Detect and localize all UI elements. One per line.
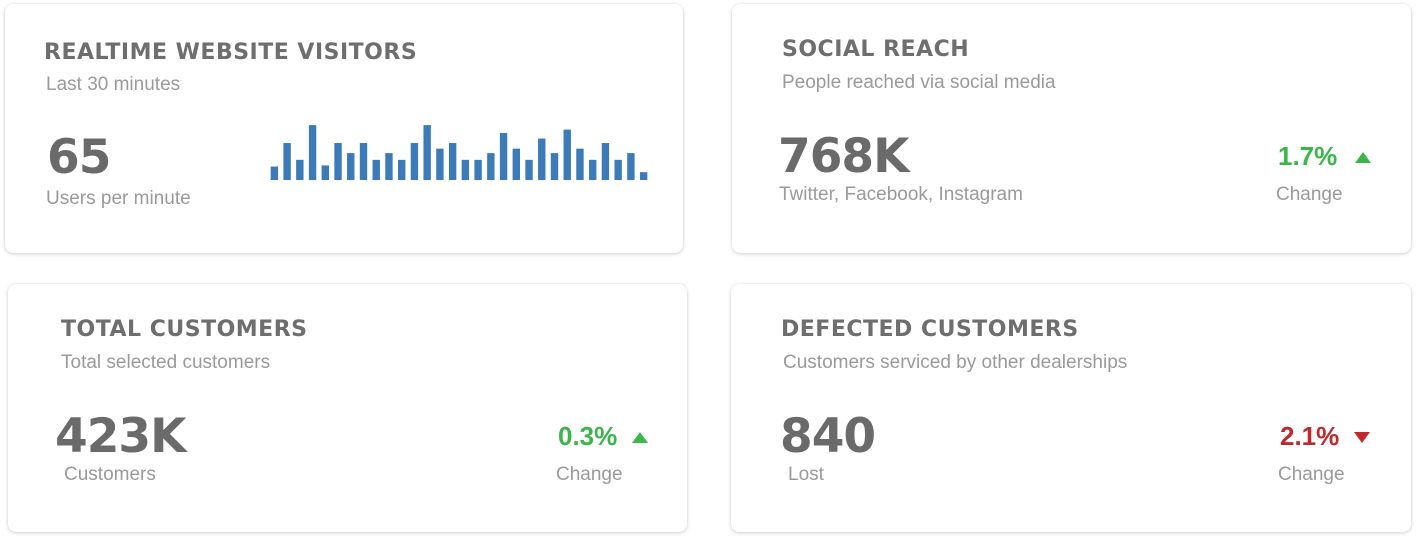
change-label: Change — [556, 464, 623, 485]
sparkline-bar — [474, 159, 482, 180]
sparkline-bar — [436, 148, 444, 180]
change-percent: 0.3% — [558, 421, 618, 451]
sparkline-bar — [550, 153, 559, 180]
change-percent: 2.1% — [1280, 421, 1340, 451]
card-title: TOTAL CUSTOMERS — [61, 317, 308, 342]
visitors-sparkline-chart — [270, 125, 648, 180]
total-value: 423K — [55, 409, 187, 464]
sparkline-bar — [398, 159, 406, 180]
sparkline-bar — [359, 143, 368, 180]
defected-customers-card: DEFECTED CUSTOMERS Customers serviced by… — [731, 284, 1411, 532]
sparkline-bar — [334, 143, 342, 180]
sparkline-bar — [296, 159, 304, 180]
defected-value: 840 — [780, 409, 876, 464]
card-subtitle: Customers serviced by other dealerships — [783, 352, 1128, 373]
sparkline-bar — [410, 143, 419, 180]
sparkline-bar — [385, 153, 393, 180]
sparkline-bar — [461, 159, 470, 180]
sparkline-bar — [448, 143, 457, 180]
sparkline-bar — [601, 143, 610, 180]
sparkline-bar — [614, 159, 622, 180]
card-title: SOCIAL REACH — [782, 37, 970, 62]
sparkline-bar — [423, 125, 431, 180]
defected-caption: Lost — [788, 464, 824, 485]
sparkline-bar — [487, 153, 495, 180]
card-title: DEFECTED CUSTOMERS — [781, 317, 1079, 342]
sparkline-bar — [525, 159, 533, 180]
arrow-up-icon — [632, 432, 648, 443]
sparkline-bar — [627, 153, 635, 180]
visitors-caption: Users per minute — [46, 188, 191, 209]
social-caption: Twitter, Facebook, Instagram — [779, 184, 1023, 205]
sparkline-bar — [270, 166, 279, 180]
card-subtitle: Last 30 minutes — [46, 74, 181, 95]
change-percent: 1.7% — [1278, 141, 1338, 171]
change-label: Change — [1276, 184, 1343, 205]
social-reach-card: SOCIAL REACH People reached via social m… — [732, 4, 1411, 253]
sparkline-bar — [372, 159, 380, 180]
sparkline-bar — [589, 159, 597, 180]
card-subtitle: People reached via social media — [782, 72, 1056, 93]
sparkline-bar — [512, 148, 520, 180]
card-subtitle: Total selected customers — [61, 352, 271, 373]
arrow-down-icon — [1354, 432, 1370, 443]
sparkline-bar — [308, 125, 317, 180]
sparkline-bar — [321, 165, 329, 180]
sparkline-bar — [639, 172, 648, 180]
total-customers-card: TOTAL CUSTOMERS Total selected customers… — [8, 284, 687, 532]
arrow-up-icon — [1355, 152, 1371, 163]
sparkline-bar — [347, 153, 355, 180]
sparkline-bar — [576, 148, 584, 180]
visitors-value: 65 — [47, 130, 111, 185]
total-caption: Customers — [64, 464, 156, 485]
social-value: 768K — [778, 129, 910, 184]
change-label: Change — [1278, 464, 1345, 485]
sparkline-bar — [538, 138, 546, 180]
sparkline-bar — [499, 132, 508, 180]
sparkline-bar — [283, 143, 291, 180]
card-title: REALTIME WEBSITE VISITORS — [44, 40, 418, 65]
realtime-visitors-card: REALTIME WEBSITE VISITORS Last 30 minute… — [5, 4, 683, 253]
sparkline-bar — [563, 129, 571, 180]
